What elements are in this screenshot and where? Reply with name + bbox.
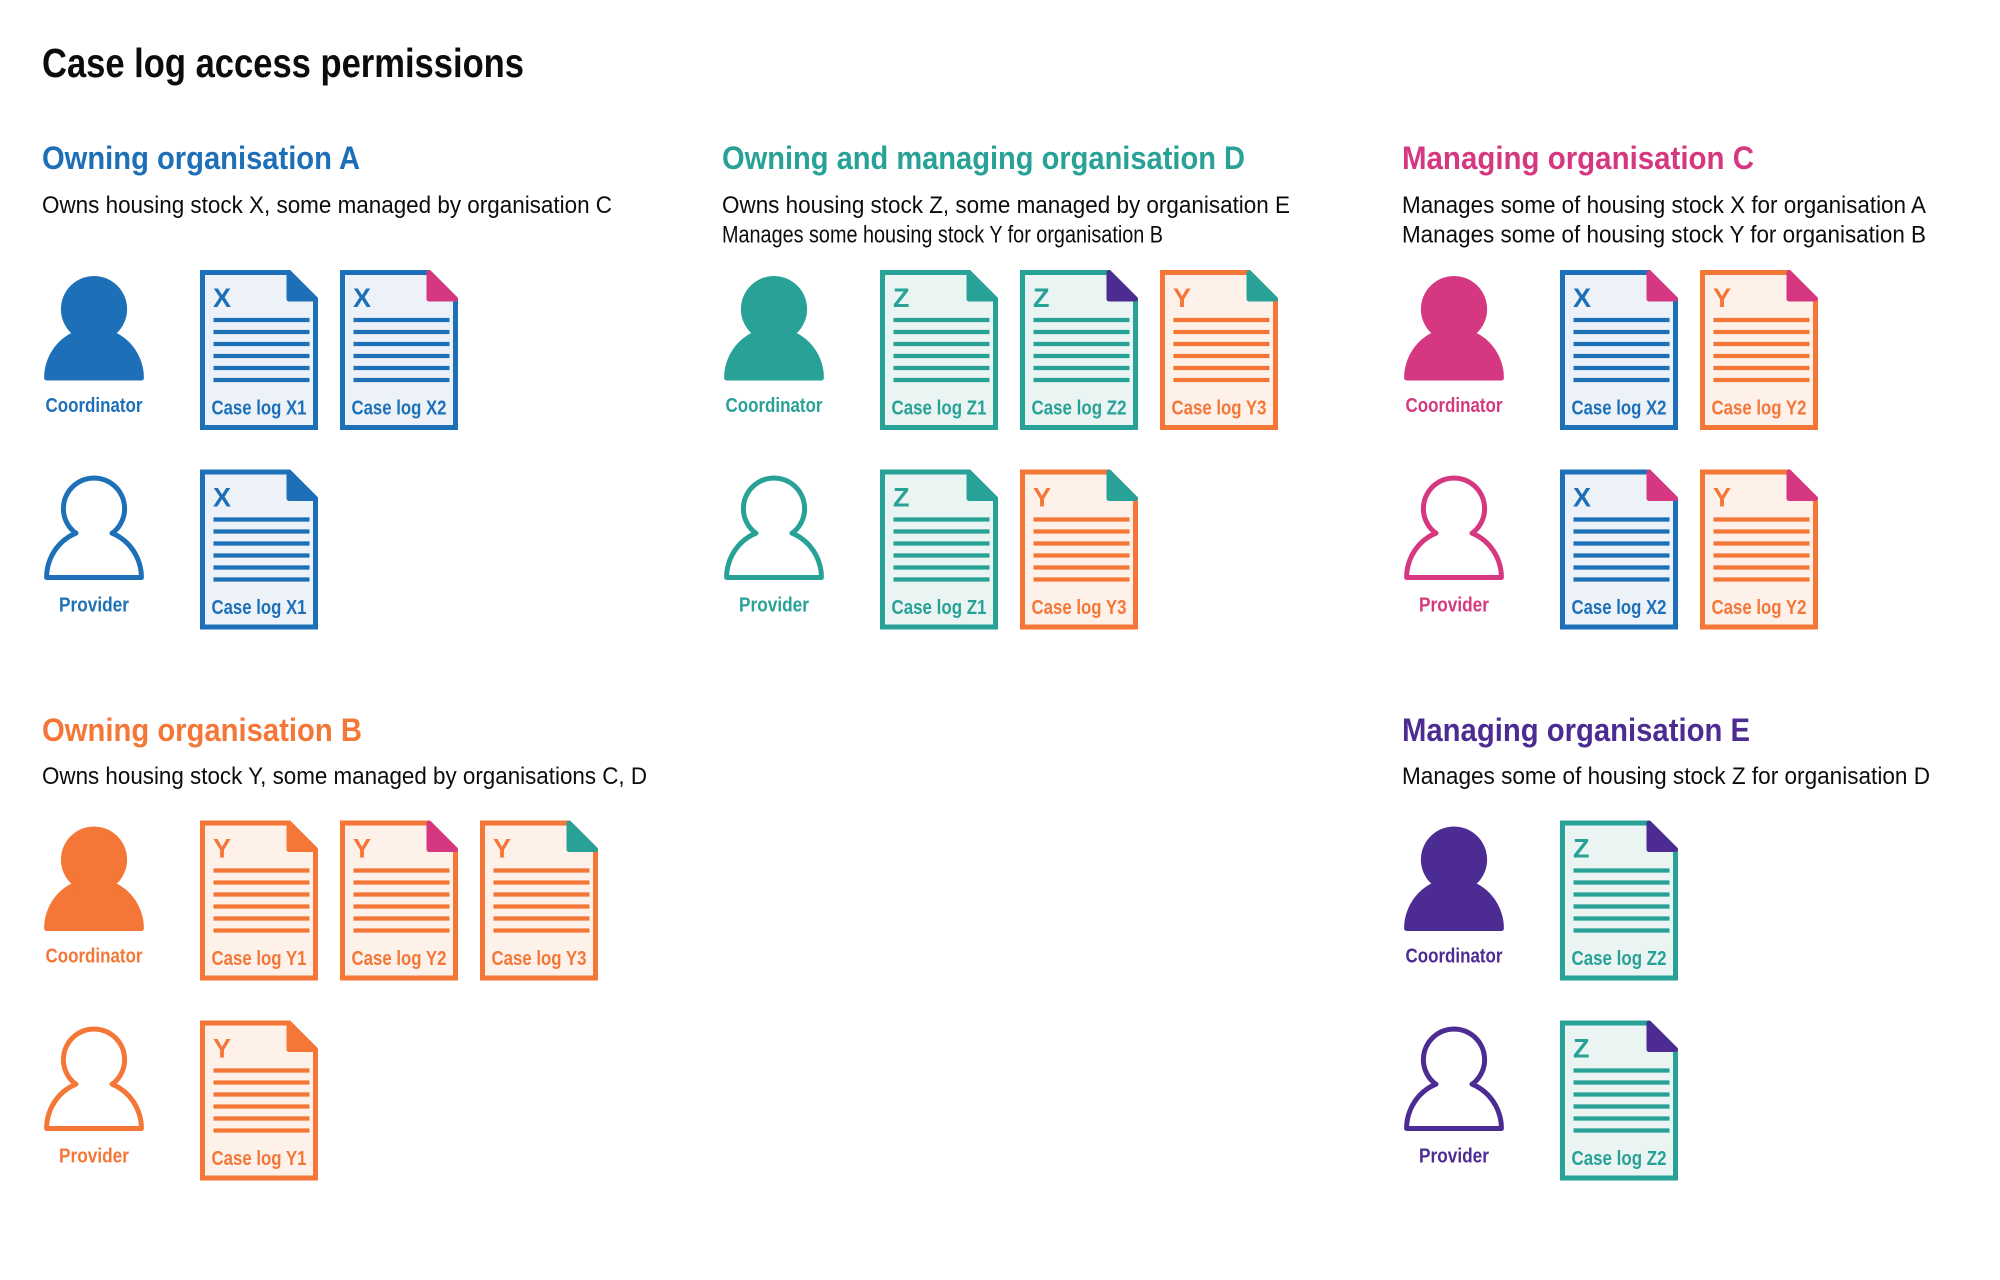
- svg-text:Y: Y: [1033, 483, 1051, 513]
- svg-text:Y: Y: [353, 834, 371, 864]
- svg-text:Z: Z: [893, 283, 910, 313]
- svg-text:Coordinator: Coordinator: [46, 946, 143, 968]
- svg-text:Owns housing stock Y, some man: Owns housing stock Y, some managed by or…: [42, 763, 647, 790]
- svg-text:Case log Z1: Case log Z1: [892, 597, 987, 619]
- svg-text:Case log Y3: Case log Y3: [492, 948, 587, 970]
- svg-text:Owns housing stock Z, some man: Owns housing stock Z, some managed by or…: [722, 192, 1290, 219]
- svg-text:Coordinator: Coordinator: [46, 395, 143, 417]
- svg-text:X: X: [1573, 483, 1591, 513]
- svg-text:Case log X1: Case log X1: [212, 597, 307, 619]
- svg-text:Coordinator: Coordinator: [1406, 395, 1503, 417]
- svg-text:Case log Y3: Case log Y3: [1032, 597, 1127, 619]
- svg-text:Z: Z: [1033, 283, 1050, 313]
- svg-text:X: X: [353, 283, 371, 313]
- svg-text:Provider: Provider: [739, 595, 809, 617]
- svg-text:Y: Y: [1713, 283, 1731, 313]
- svg-text:Z: Z: [1573, 1034, 1590, 1064]
- svg-text:Manages some of housing stock: Manages some of housing stock Z for orga…: [1402, 763, 1930, 790]
- svg-text:Case log Y2: Case log Y2: [1712, 398, 1807, 420]
- svg-text:X: X: [213, 283, 231, 313]
- svg-text:Coordinator: Coordinator: [1406, 946, 1503, 968]
- svg-text:Case log access permissions: Case log access permissions: [42, 40, 524, 86]
- svg-text:Case log Z2: Case log Z2: [1572, 1148, 1667, 1170]
- svg-text:Managing organisation C: Managing organisation C: [1402, 140, 1754, 176]
- svg-text:Case log X2: Case log X2: [1572, 597, 1667, 619]
- svg-text:Owning organisation A: Owning organisation A: [42, 140, 360, 176]
- svg-text:Y: Y: [213, 1034, 231, 1064]
- svg-text:Case log X2: Case log X2: [352, 398, 447, 420]
- svg-text:Owning and managing organisati: Owning and managing organisation D: [722, 140, 1245, 176]
- svg-text:Case log X1: Case log X1: [212, 398, 307, 420]
- svg-text:Case log Y3: Case log Y3: [1172, 398, 1267, 420]
- svg-text:Case log X2: Case log X2: [1572, 398, 1667, 420]
- svg-text:Case log Y2: Case log Y2: [1712, 597, 1807, 619]
- svg-text:Managing organisation E: Managing organisation E: [1402, 712, 1750, 748]
- svg-text:Case log Z2: Case log Z2: [1032, 398, 1127, 420]
- svg-text:Provider: Provider: [59, 1146, 129, 1168]
- svg-text:Case log Z2: Case log Z2: [1572, 948, 1667, 970]
- svg-text:Y: Y: [1173, 283, 1191, 313]
- svg-text:Manages some of housing stock: Manages some of housing stock Y for orga…: [1402, 222, 1926, 249]
- svg-text:Y: Y: [493, 834, 511, 864]
- svg-text:Case log Y1: Case log Y1: [212, 1148, 307, 1170]
- svg-text:Owns housing stock X, some man: Owns housing stock X, some managed by or…: [42, 192, 612, 219]
- svg-text:Manages some of housing stock: Manages some of housing stock X for orga…: [1402, 192, 1926, 219]
- svg-text:Manages some housing stock Y f: Manages some housing stock Y for organis…: [722, 222, 1163, 249]
- svg-text:Z: Z: [893, 483, 910, 513]
- svg-text:Y: Y: [213, 834, 231, 864]
- svg-text:X: X: [1573, 283, 1591, 313]
- svg-text:Provider: Provider: [1419, 595, 1489, 617]
- svg-text:Provider: Provider: [1419, 1146, 1489, 1168]
- svg-text:Owning organisation B: Owning organisation B: [42, 712, 362, 748]
- svg-text:Coordinator: Coordinator: [726, 395, 823, 417]
- svg-text:Y: Y: [1713, 483, 1731, 513]
- svg-text:Z: Z: [1573, 834, 1590, 864]
- svg-text:Case log Y2: Case log Y2: [352, 948, 447, 970]
- svg-text:Case log Y1: Case log Y1: [212, 948, 307, 970]
- svg-text:Case log Z1: Case log Z1: [892, 398, 987, 420]
- svg-text:X: X: [213, 483, 231, 513]
- svg-text:Provider: Provider: [59, 595, 129, 617]
